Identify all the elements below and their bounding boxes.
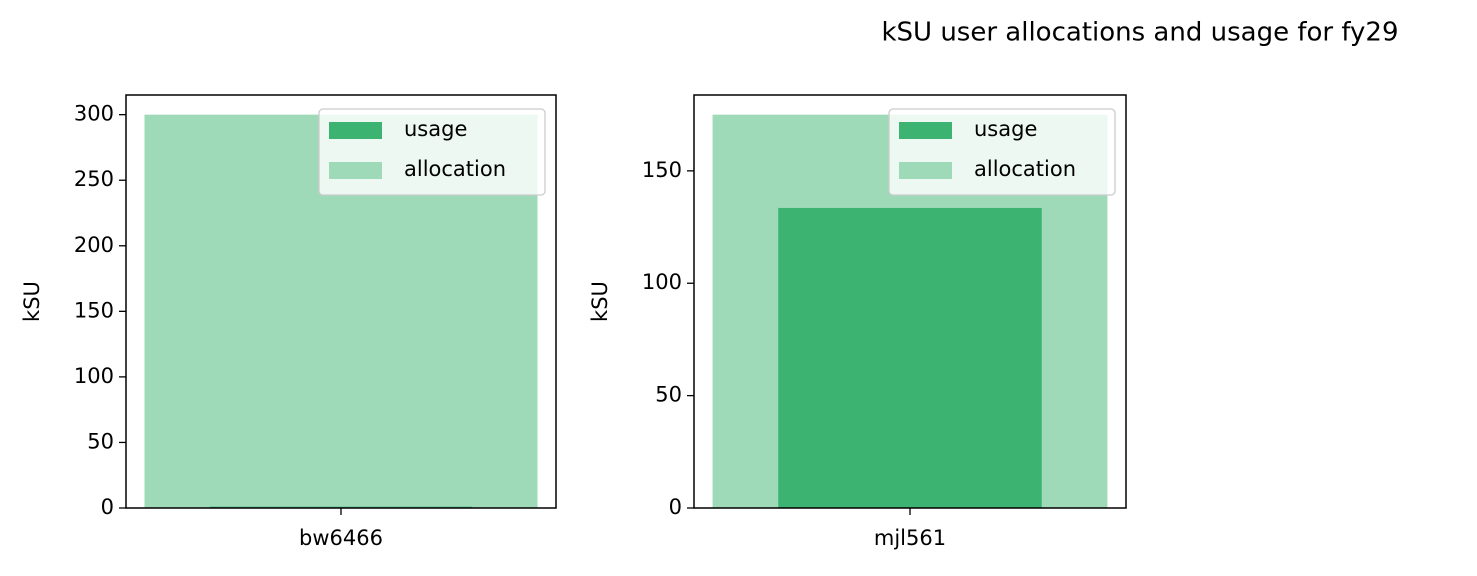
y-tick-label: 100 — [642, 270, 682, 294]
legend-swatch — [329, 162, 382, 179]
y-axis-label: kSU — [588, 281, 612, 322]
y-tick-label: 0 — [101, 495, 114, 519]
figure-title: kSU user allocations and usage for fy29 — [881, 18, 1398, 48]
axes-frame — [693, 94, 1127, 509]
legend-label: usage — [404, 117, 467, 141]
legend-label: usage — [974, 117, 1037, 141]
legend-label: allocation — [974, 157, 1076, 181]
bar — [778, 207, 1042, 508]
legend-label: allocation — [404, 157, 506, 181]
axes-frame — [125, 94, 557, 509]
x-tick-label: bw6466 — [299, 526, 383, 550]
y-axis-label: kSU — [20, 281, 44, 322]
y-tick-label: 300 — [74, 102, 114, 126]
y-tick-label: 150 — [74, 298, 114, 322]
y-tick-label: 200 — [74, 233, 114, 257]
y-tick-label: 100 — [74, 364, 114, 388]
legend-swatch — [329, 122, 382, 139]
legend-swatch — [899, 122, 952, 139]
y-tick-label: 150 — [642, 158, 682, 182]
y-tick-label: 0 — [669, 495, 682, 519]
y-tick-label: 50 — [87, 429, 114, 453]
x-tick-label: mjl561 — [874, 526, 946, 550]
y-tick-label: 250 — [74, 167, 114, 191]
legend-swatch — [899, 162, 952, 179]
y-tick-label: 50 — [655, 383, 682, 407]
